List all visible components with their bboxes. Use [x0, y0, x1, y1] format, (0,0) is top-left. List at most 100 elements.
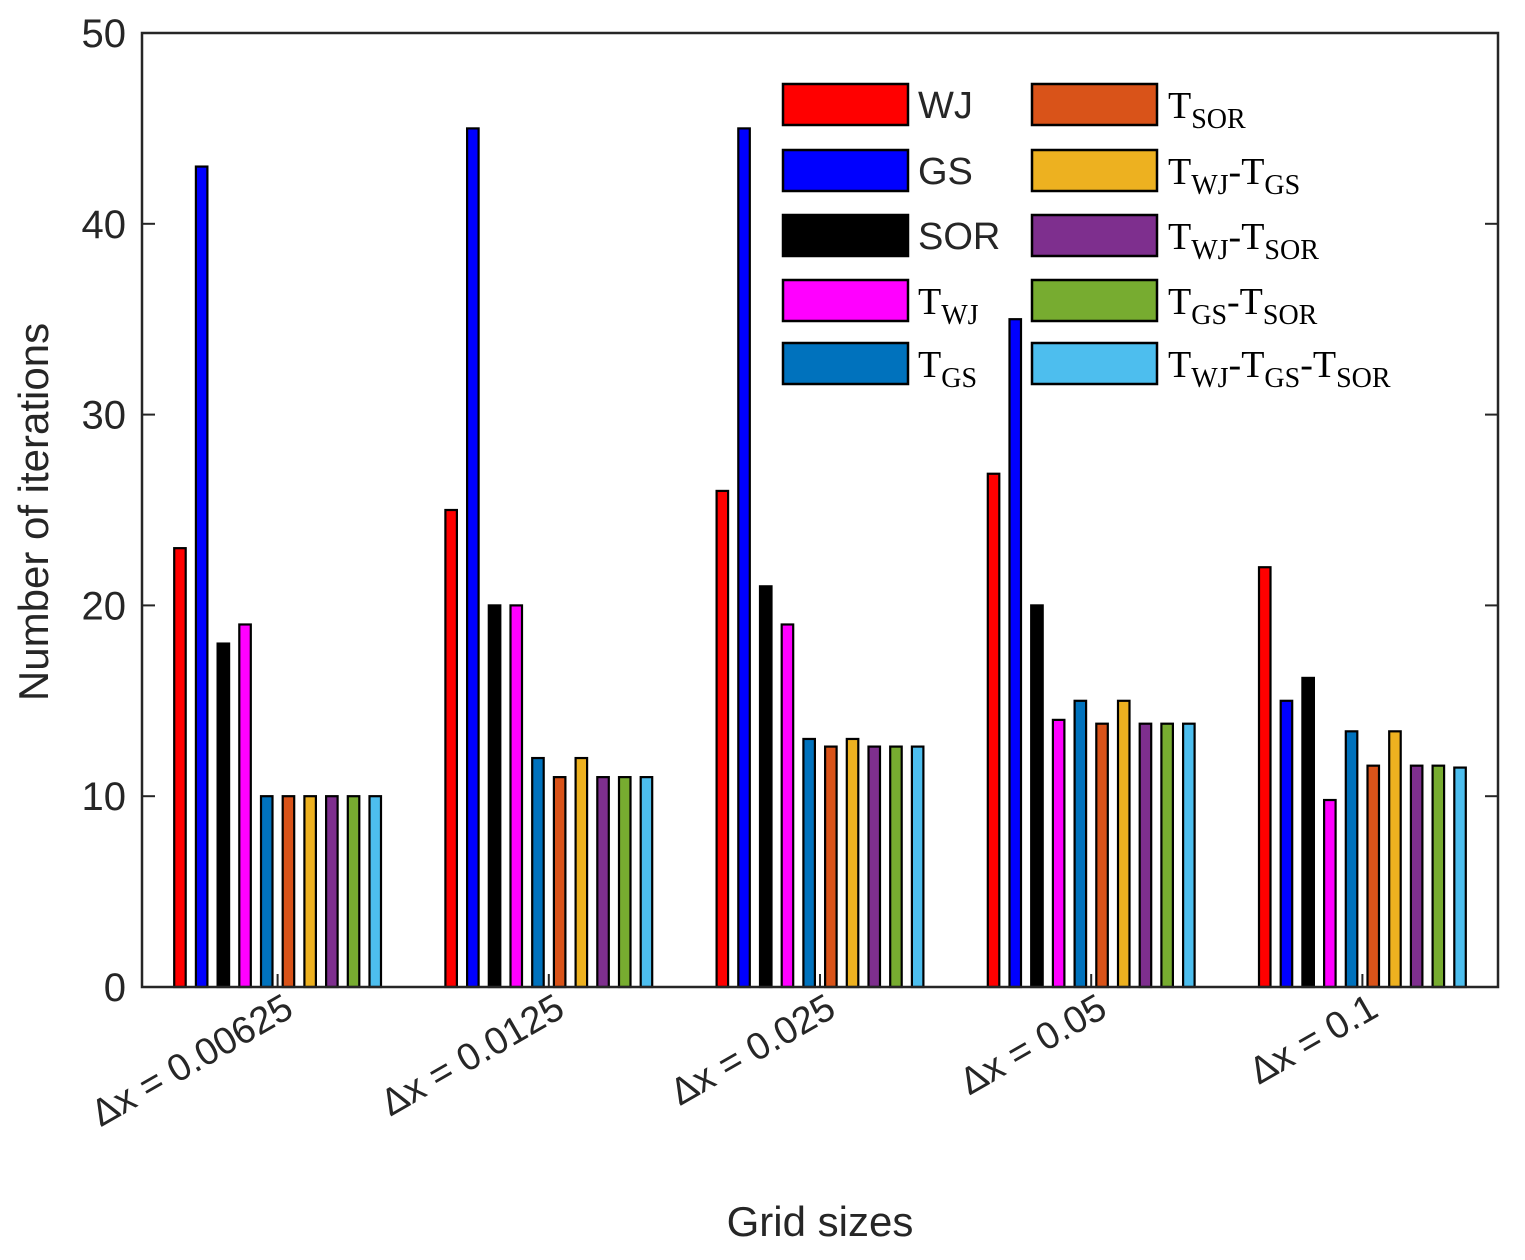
bar-twj-tgs-2: [574, 756, 589, 989]
legend-label-subscript: WJ: [941, 300, 978, 331]
legend-label-main: T: [1168, 85, 1191, 127]
y-axis-ticks: 0 10 20 30 40 50: [82, 12, 1498, 1010]
bar-sor-4: [1030, 604, 1044, 989]
y-tick-label: 40: [82, 203, 127, 247]
legend-label-subscript: GS: [1264, 363, 1300, 394]
bar-twj-1: [238, 623, 252, 989]
y-axis-label: Number of iterations: [10, 323, 57, 701]
legend-label-subscript: WJ: [1191, 235, 1228, 266]
bar-wj-3: [715, 489, 730, 989]
bar-twj-4: [1051, 718, 1066, 989]
legend-label-main: T: [918, 281, 941, 323]
legend-label-main: -T: [1229, 344, 1265, 386]
legend-label-main: T: [918, 344, 941, 386]
bar-twj-3: [780, 623, 795, 989]
bar-tgs-tsor-3: [889, 745, 903, 989]
bar-tgs-4: [1073, 699, 1088, 989]
legend-swatch: [781, 278, 910, 323]
bar-twj-tsor-1: [325, 795, 339, 989]
bar-wj-2: [444, 508, 458, 989]
legend-swatch: [781, 341, 910, 386]
bar-wj-1: [173, 547, 187, 989]
x-axis-label: Grid sizes: [727, 1198, 914, 1245]
bar-tsor-4: [1095, 722, 1109, 989]
bar-wj-4: [986, 472, 1001, 989]
legend-label-subscript: SOR: [1264, 235, 1319, 266]
legend-label-subscript: GS: [1191, 300, 1227, 331]
legend-label-main: T: [1168, 344, 1191, 386]
legend-label-main: T: [1168, 281, 1191, 323]
bar-tgs-2: [531, 756, 545, 989]
bar-twj-tsor-4: [1138, 722, 1153, 989]
legend-label: TWJ-TSOR: [1168, 216, 1319, 266]
y-tick-label: 0: [104, 966, 126, 1010]
bar-twj-tsor-3: [867, 745, 882, 989]
bar-twj-tgs-tsor-3: [910, 745, 925, 989]
y-tick-label: 30: [82, 394, 127, 438]
legend-label-subscript: WJ: [1191, 363, 1228, 394]
legend-label-main: -T: [1227, 281, 1263, 323]
bar-twj-tsor-5: [1409, 764, 1424, 989]
bar-gs-2: [466, 127, 480, 989]
bar-tgs-5: [1344, 730, 1359, 989]
legend-swatch: [1030, 278, 1159, 323]
legend-label-subscript: GS: [1264, 170, 1300, 201]
bar-twj-tgs-4: [1116, 699, 1131, 989]
y-tick-label: 20: [82, 584, 127, 628]
bar-gs-3: [737, 127, 751, 989]
bar-twj-tgs-tsor-2: [639, 776, 654, 989]
bar-tgs-tsor-4: [1160, 722, 1175, 989]
bar-tgs-tsor-1: [346, 795, 361, 989]
bar-twj-tgs-1: [303, 795, 317, 989]
bar-tsor-5: [1366, 764, 1381, 989]
legend-label-subscript: WJ: [1191, 170, 1228, 201]
bar-twj-tgs-5: [1388, 730, 1402, 989]
bar-twj-5: [1322, 798, 1337, 989]
legend-swatch: [1030, 213, 1159, 258]
legend-swatch: [1030, 341, 1159, 386]
legend-label: GS: [918, 151, 973, 193]
bar-wj-5: [1257, 566, 1272, 989]
bar-twj-tgs-3: [845, 737, 860, 989]
legend-label: TWJ-TGS: [1168, 151, 1300, 201]
bar-sor-1: [216, 642, 231, 989]
bar-sor-5: [1301, 676, 1316, 989]
bar-twj-tgs-tsor-1: [368, 795, 383, 989]
bar-gs-1: [194, 165, 209, 989]
bar-twj-2: [509, 604, 524, 989]
bar-sor-2: [487, 604, 502, 989]
legend-label: WJ: [918, 85, 973, 127]
bar-sor-3: [758, 585, 773, 989]
legend-swatch: [781, 213, 910, 258]
legend-label-main: T: [1168, 151, 1191, 193]
y-tick-label: 10: [82, 775, 127, 819]
legend-label-subscript: GS: [941, 363, 977, 394]
bar-twj-tsor-2: [596, 776, 610, 989]
legend: WJGSSORTWJTGSTSORTWJ-TGSTWJ-TSORTGS-TSOR…: [781, 82, 1391, 394]
legend-swatch: [781, 82, 910, 127]
bar-tgs-3: [802, 737, 817, 989]
bar-tgs-tsor-2: [617, 776, 632, 989]
legend-label-main: -T: [1229, 151, 1265, 193]
legend-swatch: [1030, 82, 1159, 127]
bar-tgs-tsor-5: [1431, 764, 1446, 989]
legend-label-main: -T: [1229, 216, 1265, 258]
legend-label: TGS: [918, 344, 977, 394]
bar-twj-tgs-tsor-4: [1181, 722, 1196, 989]
legend-label-subscript: SOR: [1191, 104, 1246, 135]
y-tick-label: 50: [82, 12, 127, 56]
legend-label: TSOR: [1168, 85, 1246, 135]
bar-tgs-1: [259, 795, 274, 989]
bar-gs-4: [1008, 318, 1023, 989]
legend-label: TWJ-TGS-TSOR: [1168, 344, 1391, 394]
legend-label-subscript: SOR: [1263, 300, 1318, 331]
bar-tsor-3: [823, 745, 838, 989]
legend-label-subscript: SOR: [1336, 363, 1391, 394]
bar-gs-5: [1279, 699, 1294, 989]
legend-label-main: T: [1168, 216, 1191, 258]
legend-label: SOR: [918, 216, 1000, 258]
legend-label-main: -T: [1300, 344, 1336, 386]
legend-label: TWJ: [918, 281, 979, 331]
legend-swatch: [1030, 148, 1159, 193]
